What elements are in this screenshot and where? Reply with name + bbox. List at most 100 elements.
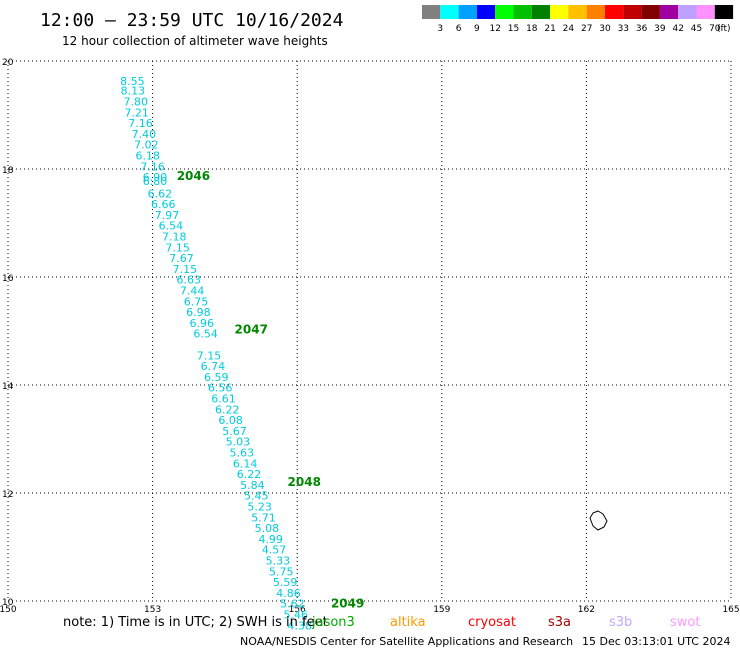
wave-height-label: 5.08 — [255, 522, 280, 535]
y-axis-ticks: 10 12 14 16 18 20 — [2, 58, 14, 608]
wave-height-label: 5.71 — [251, 511, 276, 524]
wave-height-label: 5.45 — [244, 490, 269, 503]
wave-height-label: 5.62 — [280, 598, 305, 611]
wave-height-label: 8.13 — [121, 85, 146, 98]
legend-label: 42 — [672, 24, 683, 34]
legend-swatch — [568, 5, 587, 19]
legend-swatch — [550, 5, 569, 19]
x-tick-label: 153 — [144, 605, 161, 615]
legend-swatch — [714, 5, 734, 19]
wave-height-label: 6.56 — [208, 382, 233, 395]
wave-height-label: 5.03 — [226, 436, 251, 449]
chart-title: 12:00 — 23:59 UTC 10/16/2024 — [40, 10, 343, 31]
wave-height-label: 4.57 — [262, 544, 287, 557]
legend-swatch — [641, 5, 660, 19]
footer-credit: NOAA/NESDIS Center for Satellite Applica… — [240, 635, 573, 648]
wave-height-label: 7.40 — [132, 128, 157, 141]
legend-swatch — [495, 5, 514, 19]
wave-height-label: 6.14 — [233, 457, 258, 470]
satellite-legend-item: s3a — [548, 615, 571, 630]
wave-height-label: 7.44 — [180, 285, 205, 298]
legend-label: 24 — [563, 24, 575, 34]
y-tick-label: 18 — [2, 166, 14, 176]
x-tick-label: 150 — [0, 605, 17, 615]
wave-height-label: 7.18 — [162, 231, 187, 244]
track-label: 2048 — [288, 475, 321, 489]
legend-swatch — [605, 5, 624, 19]
wave-height-label: 6.59 — [204, 371, 229, 384]
legend-label: 70 — [709, 24, 721, 34]
satellite-legend-item: cryosat — [468, 615, 516, 630]
satellite-legend-item: altika — [390, 615, 426, 630]
wave-height-label: 7.15 — [165, 241, 190, 254]
satellite-legend-item: jason3 — [311, 615, 355, 630]
legend-label: 33 — [618, 24, 629, 34]
track-label: 2049 — [331, 597, 364, 611]
satellite-legend-item: s3b — [609, 615, 632, 630]
satellite-legend-item: swot — [670, 615, 700, 630]
wave-height-label: 6.08 — [218, 414, 243, 427]
legend-swatch — [659, 5, 679, 19]
legend-swatch — [513, 5, 532, 19]
y-tick-label: 12 — [2, 490, 13, 500]
wave-height-label: 5.84 — [240, 479, 265, 492]
x-tick-label: 159 — [433, 605, 450, 615]
legend-label: 9 — [474, 24, 480, 34]
wave-height-label: 8.55 — [120, 75, 145, 88]
chart-subtitle: 12 hour collection of altimeter wave hei… — [62, 34, 328, 48]
legend-label: 18 — [526, 24, 538, 34]
wave-height-label: 6.98 — [186, 306, 211, 319]
wave-height-labels: 8.558.137.807.217.167.407.026.187.166.90… — [120, 75, 312, 632]
wave-height-label: 7.16 — [140, 160, 165, 173]
wave-height-label: 4.99 — [258, 533, 283, 546]
track-label: 2047 — [235, 322, 268, 336]
wave-height-label: 6.22 — [237, 468, 262, 481]
legend-label: 45 — [691, 24, 702, 34]
wave-height-label: 6.75 — [184, 295, 209, 308]
legend-unit: (ft) — [717, 24, 731, 34]
footer-timestamp: 15 Dec 03:13:01 UTC 2024 — [582, 635, 730, 648]
wave-height-label: 5.33 — [266, 555, 291, 568]
wave-height-label: 5.59 — [273, 576, 298, 589]
legend-swatch — [623, 5, 642, 19]
wave-height-label: 6.96 — [190, 317, 215, 330]
wave-height-label: 7.16 — [128, 117, 153, 130]
wave-height-label: 5.67 — [222, 425, 247, 438]
legend-label: 15 — [508, 24, 519, 34]
legend-label: 12 — [489, 24, 500, 34]
legend-label: 3 — [437, 24, 443, 34]
legend-swatch — [678, 5, 697, 19]
wave-height-label: 7.80 — [123, 96, 148, 109]
grid-lines — [7, 60, 732, 602]
legend-label: 39 — [654, 24, 666, 34]
legend-label: 6 — [456, 24, 462, 34]
legend-swatch — [440, 5, 459, 19]
plot-area: 150 153 156 159 162 165 10 12 14 16 18 20 8.558.13… — [0, 58, 740, 632]
legend-swatch — [458, 5, 477, 19]
wave-height-label: 5.46 — [284, 609, 309, 622]
wave-height-label: 5.63 — [230, 447, 255, 460]
y-tick-label: 16 — [2, 274, 14, 284]
island-outline — [589, 510, 608, 531]
wave-height-label: 5.75 — [269, 565, 294, 578]
track-labels: 2046 2047 2048 2049 — [177, 169, 365, 611]
y-tick-label: 10 — [2, 598, 14, 608]
legend-label: 36 — [636, 24, 648, 34]
wave-height-label: 5.23 — [247, 501, 272, 514]
satellite-legend: jason3 altika cryosat s3a s3b swot — [311, 615, 700, 630]
wave-height-label: 7.21 — [124, 106, 149, 119]
y-tick-label: 20 — [2, 58, 14, 68]
legend-swatch — [476, 5, 496, 19]
legend-label: 21 — [544, 24, 555, 34]
wave-height-label: 6.22 — [215, 403, 240, 416]
color-scale-legend: 3 6 9 12 15 18 21 24 27 30 33 36 39 42 45 70 — [422, 5, 734, 34]
wave-height-label: 6.18 — [136, 150, 161, 163]
wave-height-label: 6.74 — [201, 360, 226, 373]
wave-height-label: 6.66 — [151, 198, 176, 211]
wave-height-label: 4.86 — [276, 587, 301, 600]
wave-height-label: 6.63 — [177, 274, 202, 287]
footer-note: note: 1) Time is in UTC; 2) SWH is in fe… — [63, 615, 328, 630]
wave-height-label: 7.02 — [134, 139, 159, 152]
legend-swatch — [422, 5, 441, 19]
